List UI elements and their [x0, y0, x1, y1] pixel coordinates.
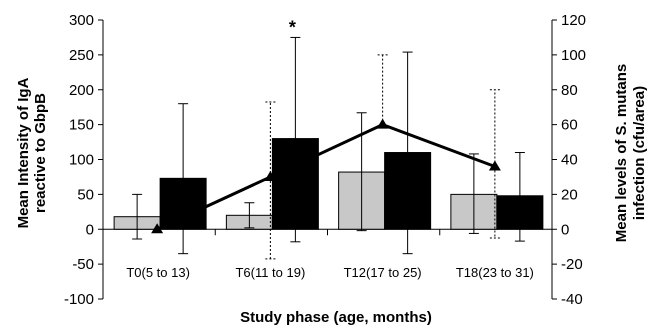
x-tick-label: T0(5 to 13) — [126, 265, 190, 280]
x-axis-title: Study phase (age, months) — [240, 309, 432, 326]
y-tick-label-right: 60 — [561, 117, 578, 134]
x-tick-label: T6(11 to 19) — [235, 265, 305, 280]
bars — [113, 138, 544, 230]
y-axis-title-left-line1: Mean Intensity of IgA — [15, 77, 32, 228]
y-tick-label-right: -40 — [561, 291, 583, 308]
y-tick-label-right: 80 — [561, 82, 578, 99]
y-tick-label-right: 100 — [561, 47, 586, 64]
y-tick-label-left: 200 — [69, 82, 94, 99]
line-marker-triangle — [264, 170, 277, 181]
y-tick-label-right: 120 — [561, 12, 586, 29]
y-tick-label-left: 250 — [69, 47, 94, 64]
y-tick-label-right: -20 — [561, 256, 583, 273]
y-tick-label-left: -50 — [72, 256, 94, 273]
y-axis-title-right-line1: Mean levels of S. mutans — [613, 64, 630, 242]
labels: Study phase (age, months) Mean Intensity… — [15, 12, 648, 326]
y-tick-label-right: 20 — [561, 186, 578, 203]
axes — [98, 19, 557, 300]
y-tick-label-left: 150 — [69, 117, 94, 134]
y-tick-label-left: 0 — [86, 221, 94, 238]
line-marker-triangle — [151, 223, 164, 234]
y-tick-label-right: 40 — [561, 152, 578, 169]
line-series — [151, 54, 501, 260]
y-tick-label-right: 0 — [561, 221, 569, 238]
y-tick-label-left: 100 — [69, 152, 94, 169]
line-marker-triangle — [488, 160, 501, 171]
y-axis-title-right-line2: infection (cfu/area) — [631, 86, 648, 220]
error-bars — [132, 36, 525, 255]
y-tick-label-left: 300 — [69, 12, 94, 29]
significance-star: * — [289, 17, 296, 37]
x-tick-label: T12(17 to 25) — [344, 265, 422, 280]
y-tick-label-left: -100 — [64, 291, 94, 308]
y-tick-label-left: 50 — [77, 186, 94, 203]
y-axis-title-left-line2: reactive to GbpB — [32, 93, 49, 213]
x-tick-label: T18(23 to 31) — [456, 265, 534, 280]
line-series-path — [156, 123, 496, 231]
line-marker-triangle — [376, 118, 389, 129]
